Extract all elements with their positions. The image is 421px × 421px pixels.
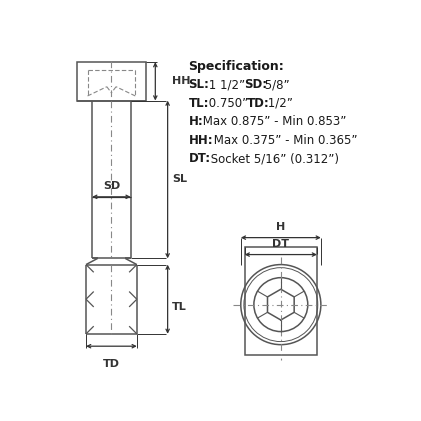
Text: H: H bbox=[276, 222, 285, 232]
Text: SD:: SD: bbox=[244, 78, 267, 91]
Text: H:: H: bbox=[189, 115, 203, 128]
Text: SL: SL bbox=[172, 174, 187, 184]
Text: HH: HH bbox=[172, 76, 191, 86]
Text: SL:: SL: bbox=[189, 78, 209, 91]
Text: HH:: HH: bbox=[189, 134, 213, 147]
Text: Max 0.375” - Min 0.365”: Max 0.375” - Min 0.365” bbox=[210, 134, 357, 147]
Text: TL: TL bbox=[172, 302, 187, 312]
Text: 5/8”: 5/8” bbox=[261, 78, 289, 91]
Text: TD:: TD: bbox=[247, 97, 270, 110]
Text: DT: DT bbox=[272, 239, 289, 249]
Text: 1/2”: 1/2” bbox=[264, 97, 293, 110]
Text: 0.750”: 0.750” bbox=[205, 97, 252, 110]
Text: TD: TD bbox=[103, 359, 120, 368]
Text: TL:: TL: bbox=[189, 97, 209, 110]
Text: DT:: DT: bbox=[189, 152, 210, 165]
Text: Socket 5/16” (0.312”): Socket 5/16” (0.312”) bbox=[207, 152, 339, 165]
Text: Max 0.875” - Min 0.853”: Max 0.875” - Min 0.853” bbox=[199, 115, 346, 128]
Text: 1 1/2”: 1 1/2” bbox=[205, 78, 249, 91]
Text: Specification:: Specification: bbox=[189, 60, 284, 73]
Text: SD: SD bbox=[103, 181, 120, 191]
